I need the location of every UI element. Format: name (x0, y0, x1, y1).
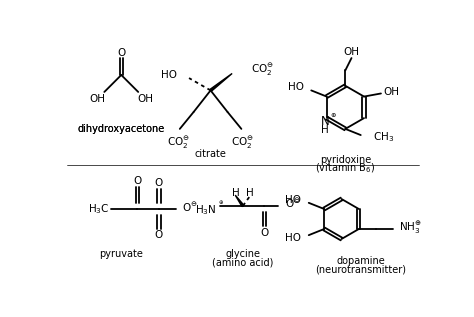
Polygon shape (235, 195, 244, 207)
Text: $^{\oplus}$: $^{\oplus}$ (330, 113, 337, 122)
Text: OH: OH (344, 47, 359, 57)
Text: H: H (246, 188, 254, 198)
Text: (amino acid): (amino acid) (212, 257, 273, 267)
Text: NH$_3^{\oplus}$: NH$_3^{\oplus}$ (399, 219, 421, 236)
Text: O: O (133, 176, 142, 186)
Polygon shape (210, 74, 232, 91)
Text: CO$_2^{\ominus}$: CO$_2^{\ominus}$ (231, 135, 255, 151)
Text: HO: HO (161, 70, 177, 80)
Text: CH$_3$: CH$_3$ (373, 130, 394, 144)
Text: dihydroxyacetone: dihydroxyacetone (78, 124, 165, 134)
Text: O: O (155, 178, 163, 188)
Text: H$_3$C: H$_3$C (88, 202, 109, 216)
Text: pyruvate: pyruvate (100, 249, 143, 259)
Text: (neurotransmitter): (neurotransmitter) (315, 265, 406, 275)
Text: H$_3$N: H$_3$N (195, 203, 217, 217)
Text: O$^{\ominus}$: O$^{\ominus}$ (182, 201, 198, 214)
Text: HO: HO (285, 233, 301, 243)
Text: OH: OH (137, 94, 153, 104)
Text: O: O (260, 228, 269, 238)
Text: glycine: glycine (226, 249, 260, 259)
Text: O$^{\ominus}$: O$^{\ominus}$ (284, 197, 300, 210)
Text: N: N (321, 115, 329, 128)
Text: H: H (321, 125, 329, 135)
Text: HO: HO (288, 82, 303, 92)
Text: H: H (232, 188, 240, 198)
Text: dihydroxyacetone: dihydroxyacetone (78, 124, 165, 134)
Text: (vitamin B$_6$): (vitamin B$_6$) (315, 161, 375, 175)
Text: OH: OH (90, 94, 105, 104)
Text: dopamine: dopamine (337, 256, 385, 266)
Text: O: O (155, 230, 163, 240)
Text: HO: HO (285, 195, 301, 205)
Text: citrate: citrate (195, 149, 227, 158)
Text: $^{\oplus}$: $^{\oplus}$ (218, 200, 224, 209)
Text: pyridoxine: pyridoxine (319, 155, 371, 165)
Text: O: O (117, 49, 126, 58)
Text: CO$_2^{\ominus}$: CO$_2^{\ominus}$ (251, 62, 273, 78)
Text: OH: OH (384, 87, 400, 97)
Text: CO$_2^{\ominus}$: CO$_2^{\ominus}$ (167, 135, 190, 151)
